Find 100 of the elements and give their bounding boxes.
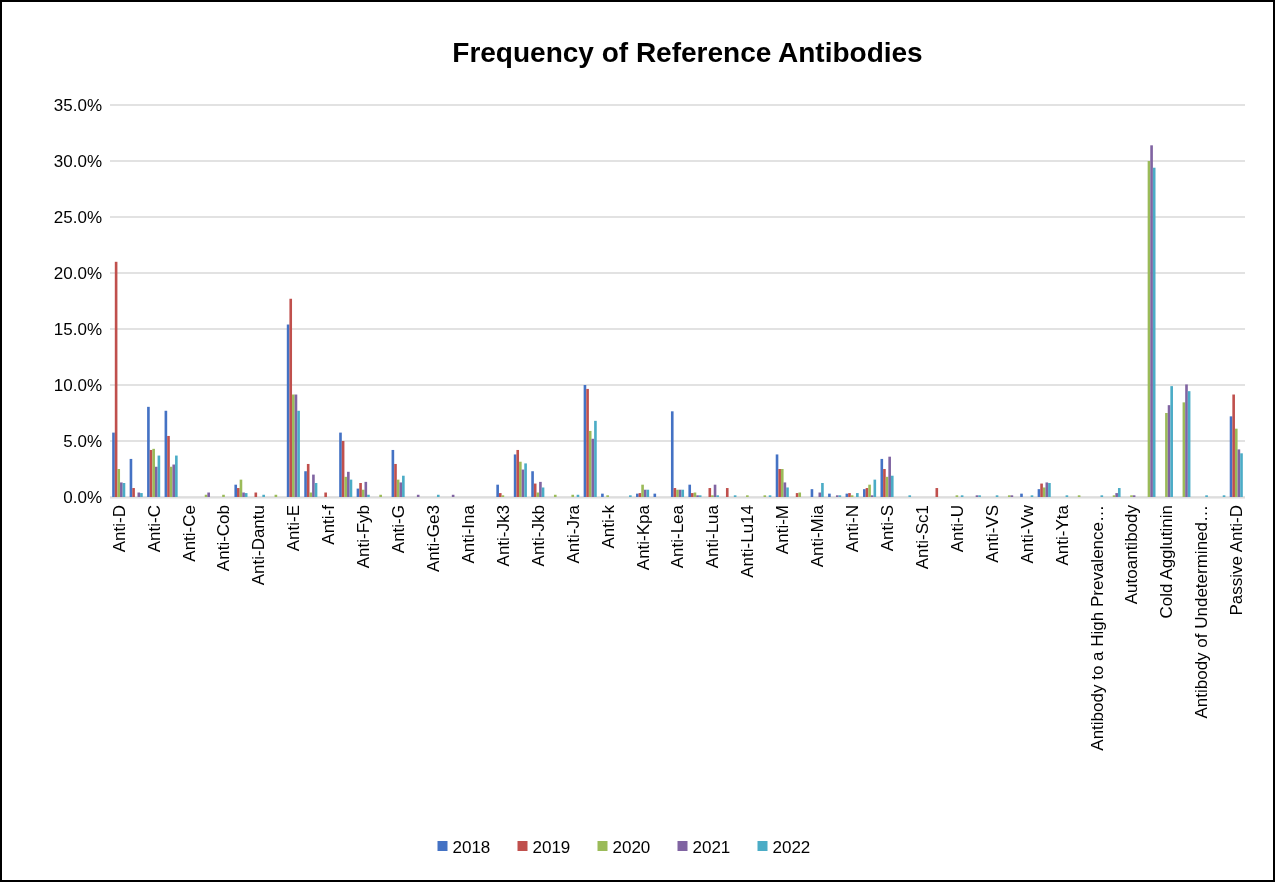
- x-tick-label: Anti-Yta: [1052, 504, 1072, 566]
- bar: [1020, 493, 1023, 497]
- bar: [436, 494, 440, 497]
- x-tick-label: Anti-Jkb: [528, 505, 548, 567]
- bar: [539, 481, 542, 497]
- x-tick-label: Anti-U: [947, 505, 967, 553]
- x-tick-label: Anti-N: [843, 505, 863, 553]
- x-tick-label: Cold Agglutinin: [1157, 505, 1177, 619]
- bar: [262, 494, 265, 497]
- bar: [147, 406, 150, 497]
- y-tick-label: 20.0%: [53, 263, 102, 283]
- bar: [309, 492, 313, 497]
- bar: [394, 463, 397, 497]
- x-tick-label: Passive Anti-D: [1227, 505, 1247, 616]
- bar: [379, 494, 382, 497]
- bar: [344, 476, 348, 497]
- bar: [347, 471, 350, 497]
- bar: [880, 458, 884, 497]
- bar: [883, 469, 886, 497]
- bar: [1240, 453, 1243, 497]
- bar: [868, 484, 871, 497]
- x-tick-label: Anti-k: [598, 504, 618, 549]
- bar: [1170, 386, 1173, 497]
- legend-label: 2022: [772, 837, 811, 857]
- bar: [359, 483, 362, 497]
- x-tick-label: Anti-Vw: [1017, 504, 1037, 564]
- bar: [234, 484, 238, 497]
- bar: [688, 484, 692, 497]
- x-tick-label: Autoantibody: [1122, 504, 1142, 605]
- bar: [1150, 145, 1153, 497]
- bar: [1185, 384, 1188, 497]
- legend-label: 2018: [452, 837, 491, 857]
- bar: [175, 455, 178, 497]
- bar: [112, 432, 115, 497]
- bar: [312, 474, 315, 497]
- chart-title: Frequency of Reference Antibodies: [452, 37, 923, 68]
- bar: [154, 466, 158, 497]
- x-tick-label: Antibody of Undetermined…: [1192, 505, 1212, 719]
- x-tick-label: Anti-VS: [982, 505, 1002, 563]
- x-tick-label: Anti-Lea: [668, 504, 688, 569]
- bar: [1117, 488, 1121, 497]
- bar: [324, 492, 327, 497]
- bar: [670, 411, 674, 497]
- bar: [496, 484, 499, 497]
- x-tick-label: Anti-M: [773, 505, 793, 555]
- x-tick-label: Anti-f: [319, 504, 339, 545]
- bar: [1042, 487, 1046, 497]
- bar: [821, 483, 824, 497]
- bar: [786, 487, 789, 497]
- bar: [1165, 413, 1168, 497]
- bar: [339, 432, 342, 497]
- bar: [828, 493, 831, 497]
- x-tick-label: Anti-E: [284, 505, 304, 552]
- bar: [594, 420, 597, 497]
- bar: [1152, 167, 1156, 497]
- x-tick-label: Anti-Kpa: [633, 504, 653, 571]
- y-tick-label: 30.0%: [53, 151, 102, 171]
- y-tick-label: 25.0%: [53, 207, 102, 227]
- x-tick-label: Anti-G: [389, 505, 409, 554]
- bar: [1040, 483, 1043, 497]
- bar: [890, 475, 894, 497]
- x-tick-label: Anti-C: [144, 505, 164, 553]
- bar: [367, 494, 370, 497]
- bar: [536, 492, 540, 497]
- legend-label: 2020: [612, 837, 651, 857]
- x-tick-label: Anti-Jk3: [493, 505, 513, 567]
- bar: [167, 435, 170, 497]
- x-tick-label: Anti-D: [109, 505, 129, 553]
- x-tick-label: Anti-Mia: [808, 504, 828, 568]
- bar: [571, 494, 575, 497]
- bar: [888, 456, 891, 497]
- bar: [725, 488, 729, 497]
- bar: [402, 475, 405, 497]
- x-tick-label: Anti-Cob: [214, 505, 234, 572]
- bar: [416, 494, 420, 497]
- bar: [708, 488, 712, 497]
- x-tick-label: Anti-Dantu: [249, 505, 269, 586]
- legend-label: 2021: [692, 837, 731, 857]
- bar: [254, 492, 258, 497]
- bar: [935, 488, 939, 497]
- x-tick-label: Anti-Ge3: [423, 505, 443, 573]
- bar: [653, 493, 657, 497]
- x-tick-label: Anti-Lua: [703, 504, 723, 569]
- x-tick-label: Anti-Lu14: [738, 505, 758, 578]
- x-tick-label: Anti-Jra: [563, 504, 583, 564]
- x-tick-label: Anti-S: [877, 505, 897, 552]
- bar: [289, 298, 293, 497]
- bar: [516, 449, 520, 497]
- bar: [524, 463, 527, 497]
- x-tick-label: Anti-Fyb: [354, 505, 374, 569]
- bar: [519, 461, 522, 497]
- bar: [553, 494, 557, 497]
- bar: [237, 488, 240, 497]
- bar: [856, 493, 859, 497]
- bar: [588, 430, 592, 497]
- x-tick-label: Antibody to a High Prevalence…: [1087, 505, 1107, 751]
- bar: [304, 471, 307, 497]
- bar: [601, 493, 604, 497]
- y-tick-label: 35.0%: [53, 95, 102, 115]
- bar: [641, 484, 644, 497]
